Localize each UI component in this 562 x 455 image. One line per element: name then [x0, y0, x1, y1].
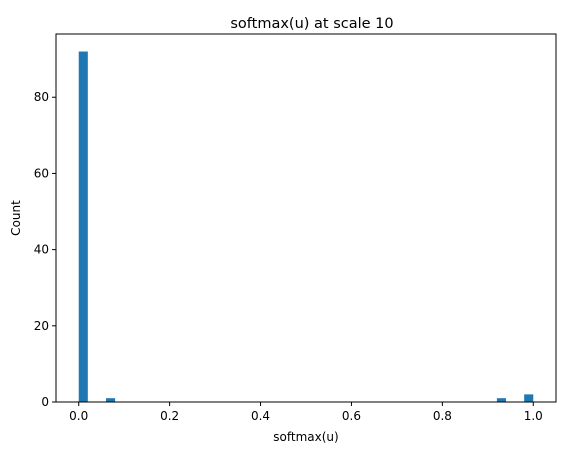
chart-title: softmax(u) at scale 10 [230, 16, 393, 32]
y-tick-label: 20 [34, 319, 49, 333]
x-tick-label: 0.0 [69, 409, 88, 423]
x-tick-label: 1.0 [524, 409, 543, 423]
histogram-bar [496, 398, 506, 402]
x-axis-label: softmax(u) [273, 430, 338, 444]
histogram-bar [106, 398, 116, 402]
x-axis-ticks: 0.0 0.2 0.4 0.6 0.8 1.0 [69, 402, 543, 423]
y-tick-label: 0 [41, 395, 49, 409]
plot-area [78, 51, 534, 403]
x-tick-label: 0.2 [160, 409, 179, 423]
y-tick-label: 80 [34, 90, 49, 104]
axes-frame [55, 33, 557, 403]
x-tick-label: 0.4 [251, 409, 270, 423]
histogram-bar [78, 51, 88, 403]
y-axis-label: Count [9, 200, 23, 236]
y-tick-label: 60 [34, 166, 49, 180]
histogram-bar [524, 394, 534, 402]
x-tick-label: 0.8 [433, 409, 452, 423]
x-tick-label: 0.6 [342, 409, 361, 423]
y-axis-ticks: 0 20 40 60 80 [34, 90, 56, 409]
y-tick-label: 40 [34, 243, 49, 257]
